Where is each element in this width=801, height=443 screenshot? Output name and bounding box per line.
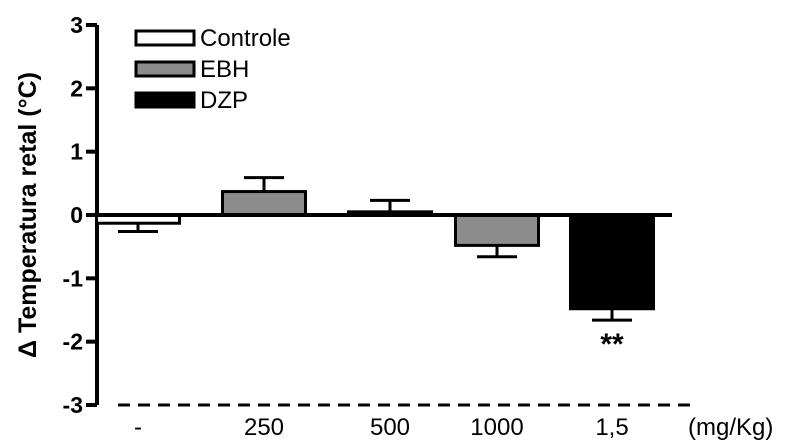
x-tick-label-3: 1000 — [470, 414, 523, 441]
y-axis: 3 2 1 0 -1 -2 -3 — [63, 12, 99, 418]
bar-4 — [569, 213, 655, 311]
y-tick-label-6: -3 — [63, 392, 83, 418]
legend: Controle EBH DZP — [134, 25, 291, 114]
legend-label-2: DZP — [200, 87, 248, 114]
significance-label-4: ** — [600, 328, 624, 361]
x-unit-label: (mg/Kg) — [688, 414, 773, 441]
x-tick-label-0: - — [134, 414, 142, 441]
y-axis-label: Δ Temperatura retal (°C) — [14, 72, 42, 358]
x-axis: - 250 500 1000 1,5 — [118, 403, 690, 441]
y-tick-label-3: 0 — [70, 202, 83, 228]
y-tick-label-1: 2 — [70, 75, 83, 101]
y-tick-label-0: 3 — [70, 12, 83, 38]
x-tick-label-2: 500 — [370, 414, 410, 441]
legend-swatch-2 — [134, 91, 196, 109]
y-tick-label-4: -1 — [63, 265, 84, 291]
legend-swatch-0 — [134, 29, 196, 47]
bars: ** — [95, 176, 672, 361]
x-tick-label-4: 1,5 — [595, 414, 628, 441]
legend-label-0: Controle — [200, 25, 291, 52]
legend-label-1: EBH — [200, 56, 249, 83]
bar-1 — [221, 190, 307, 217]
legend-swatch-1 — [134, 60, 196, 78]
y-tick-label-5: -2 — [63, 329, 83, 355]
x-tick-label-1: 250 — [244, 414, 284, 441]
y-tick-label-2: 1 — [70, 139, 83, 165]
bar-3 — [454, 213, 540, 247]
